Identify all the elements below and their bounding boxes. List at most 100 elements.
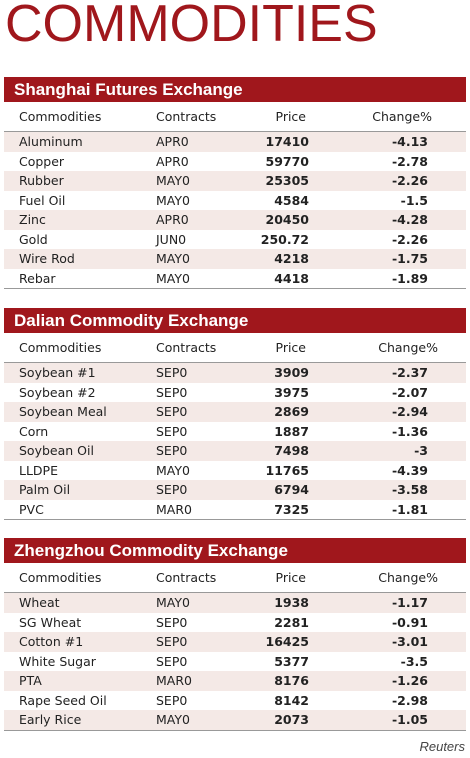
col-price: Price	[275, 570, 307, 585]
cell-contract: MAY0	[156, 712, 190, 727]
cell-change: -4.13	[391, 134, 428, 149]
section-shanghai: Shanghai Futures Exchange Commodities Co…	[4, 77, 466, 289]
cell-change: -1.36	[391, 423, 428, 439]
cell-price: 4218	[274, 251, 309, 266]
table-body: Aluminum APR0 17410 -4.13 Copper APR0 59770 -2…	[4, 132, 466, 288]
cell-change: -2.94	[391, 404, 428, 419]
table-row: Early Rice MAY0 2073 -1.05	[4, 710, 466, 730]
cell-contract: MAY0	[156, 595, 190, 610]
col-change: Change%	[378, 570, 438, 585]
cell-commodity: Palm Oil	[19, 482, 71, 497]
col-commodities: Commodities	[19, 340, 102, 355]
col-contracts: Contracts	[156, 109, 217, 124]
table-row: Zinc APR0 20450 -4.28	[4, 210, 466, 230]
cell-contract: SEP0	[156, 443, 188, 458]
cell-price: 17410	[265, 134, 310, 149]
cell-change: -1.75	[391, 251, 428, 266]
cell-commodity: Rape Seed Oil	[19, 692, 107, 708]
table-row: Copper APR0 59770 -2.78	[4, 152, 466, 172]
cell-contract: JUN0	[156, 231, 187, 247]
cell-contract: MAY0	[156, 173, 190, 188]
cell-commodity: Soybean #1	[19, 365, 96, 380]
table-row: PTA MAR0 8176 -1.26	[4, 671, 466, 691]
cell-change: -2.98	[391, 692, 428, 708]
col-price: Price	[275, 340, 307, 355]
cell-change: -1.05	[391, 712, 428, 727]
table-row: Soybean Oil SEP0 7498 -3	[4, 441, 466, 461]
cell-contract: MAY0	[156, 270, 190, 286]
table-row: Wire Rod MAY0 4218 -1.75	[4, 249, 466, 269]
cell-price: 3975	[274, 384, 309, 400]
col-change: Change%	[372, 109, 432, 124]
cell-commodity: Rebar	[19, 270, 56, 286]
source-credit: Reuters	[419, 739, 465, 754]
cell-change: -3.5	[400, 653, 428, 669]
cell-contract: SEP0	[156, 692, 188, 708]
table-row: SG Wheat SEP0 2281 -0.91	[4, 613, 466, 633]
cell-change: -3.01	[391, 634, 428, 649]
cell-contract: SEP0	[156, 384, 188, 400]
table-row: Rape Seed Oil SEP0 8142 -2.98	[4, 691, 466, 711]
cell-price: 7325	[274, 501, 309, 517]
cell-change: -4.28	[391, 212, 428, 227]
section-dalian: Dalian Commodity Exchange Commodities Co…	[4, 308, 466, 520]
cell-price: 3909	[274, 365, 309, 380]
table-row: Rebar MAY0 4418 -1.89	[4, 269, 466, 289]
cell-change: -1.5	[400, 192, 428, 208]
cell-contract: SEP0	[156, 482, 188, 497]
cell-price: 8142	[274, 692, 309, 708]
section-header: Zhengzhou Commodity Exchange	[4, 538, 466, 563]
table-body: Soybean #1 SEP0 3909 -2.37 Soybean #2 SEP0 39…	[4, 363, 466, 519]
cell-commodity: Wheat	[19, 595, 60, 610]
table-row: Rubber MAY0 25305 -2.26	[4, 171, 466, 191]
cell-change: -2.78	[391, 153, 428, 169]
table-row: Aluminum APR0 17410 -4.13	[4, 132, 466, 152]
table-row: Soybean Meal SEP0 2869 -2.94	[4, 402, 466, 422]
cell-commodity: SG Wheat	[19, 614, 82, 630]
cell-contract: APR0	[156, 212, 189, 227]
table-row: Fuel Oil MAY0 4584 -1.5	[4, 191, 466, 211]
col-commodities: Commodities	[19, 570, 102, 585]
cell-contract: MAY0	[156, 192, 190, 208]
cell-commodity: LLDPE	[19, 462, 58, 478]
cell-contract: MAR0	[156, 673, 192, 688]
cell-contract: SEP0	[156, 404, 188, 419]
section-header: Shanghai Futures Exchange	[4, 77, 466, 102]
cell-contract: SEP0	[156, 423, 188, 439]
cell-contract: APR0	[156, 153, 189, 169]
column-header-row: Commodities Contracts Price Change%	[4, 333, 466, 363]
column-header-row: Commodities Contracts Price Change%	[4, 563, 466, 593]
cell-change: -1.17	[391, 595, 428, 610]
col-commodities: Commodities	[19, 109, 102, 124]
table-row: Palm Oil SEP0 6794 -3.58	[4, 480, 466, 500]
cell-contract: SEP0	[156, 614, 188, 630]
cell-change: -1.89	[391, 270, 428, 286]
table-row: Cotton #1 SEP0 16425 -3.01	[4, 632, 466, 652]
cell-price: 16425	[265, 634, 310, 649]
cell-commodity: Early Rice	[19, 712, 82, 727]
cell-change: -1.81	[391, 501, 428, 517]
cell-commodity: Fuel Oil	[19, 192, 66, 208]
column-header-row: Commodities Contracts Price Change%	[4, 102, 466, 132]
cell-price: 25305	[265, 173, 310, 188]
cell-price: 4584	[274, 192, 309, 208]
cell-change: -3	[414, 443, 428, 458]
table-body: Wheat MAY0 1938 -1.17 SG Wheat SEP0 2281 -0.91…	[4, 593, 466, 730]
table-bottom-rule	[4, 729, 466, 731]
cell-contract: APR0	[156, 134, 189, 149]
cell-price: 8176	[274, 673, 309, 688]
cell-change: -2.07	[391, 384, 428, 400]
cell-commodity: Soybean Meal	[19, 404, 107, 419]
col-contracts: Contracts	[156, 570, 217, 585]
col-price: Price	[275, 109, 307, 124]
cell-change: -0.91	[391, 614, 428, 630]
cell-commodity: Wire Rod	[19, 251, 75, 266]
cell-change: -4.39	[391, 462, 428, 478]
table-bottom-rule	[4, 288, 466, 289]
cell-commodity: Rubber	[19, 173, 64, 188]
cell-contract: MAY0	[156, 462, 190, 478]
cell-price: 7498	[274, 443, 309, 458]
table-row: Soybean #2 SEP0 3975 -2.07	[4, 383, 466, 403]
page-title: COMMODITIES	[5, 0, 378, 53]
cell-commodity: Cotton #1	[19, 634, 84, 649]
